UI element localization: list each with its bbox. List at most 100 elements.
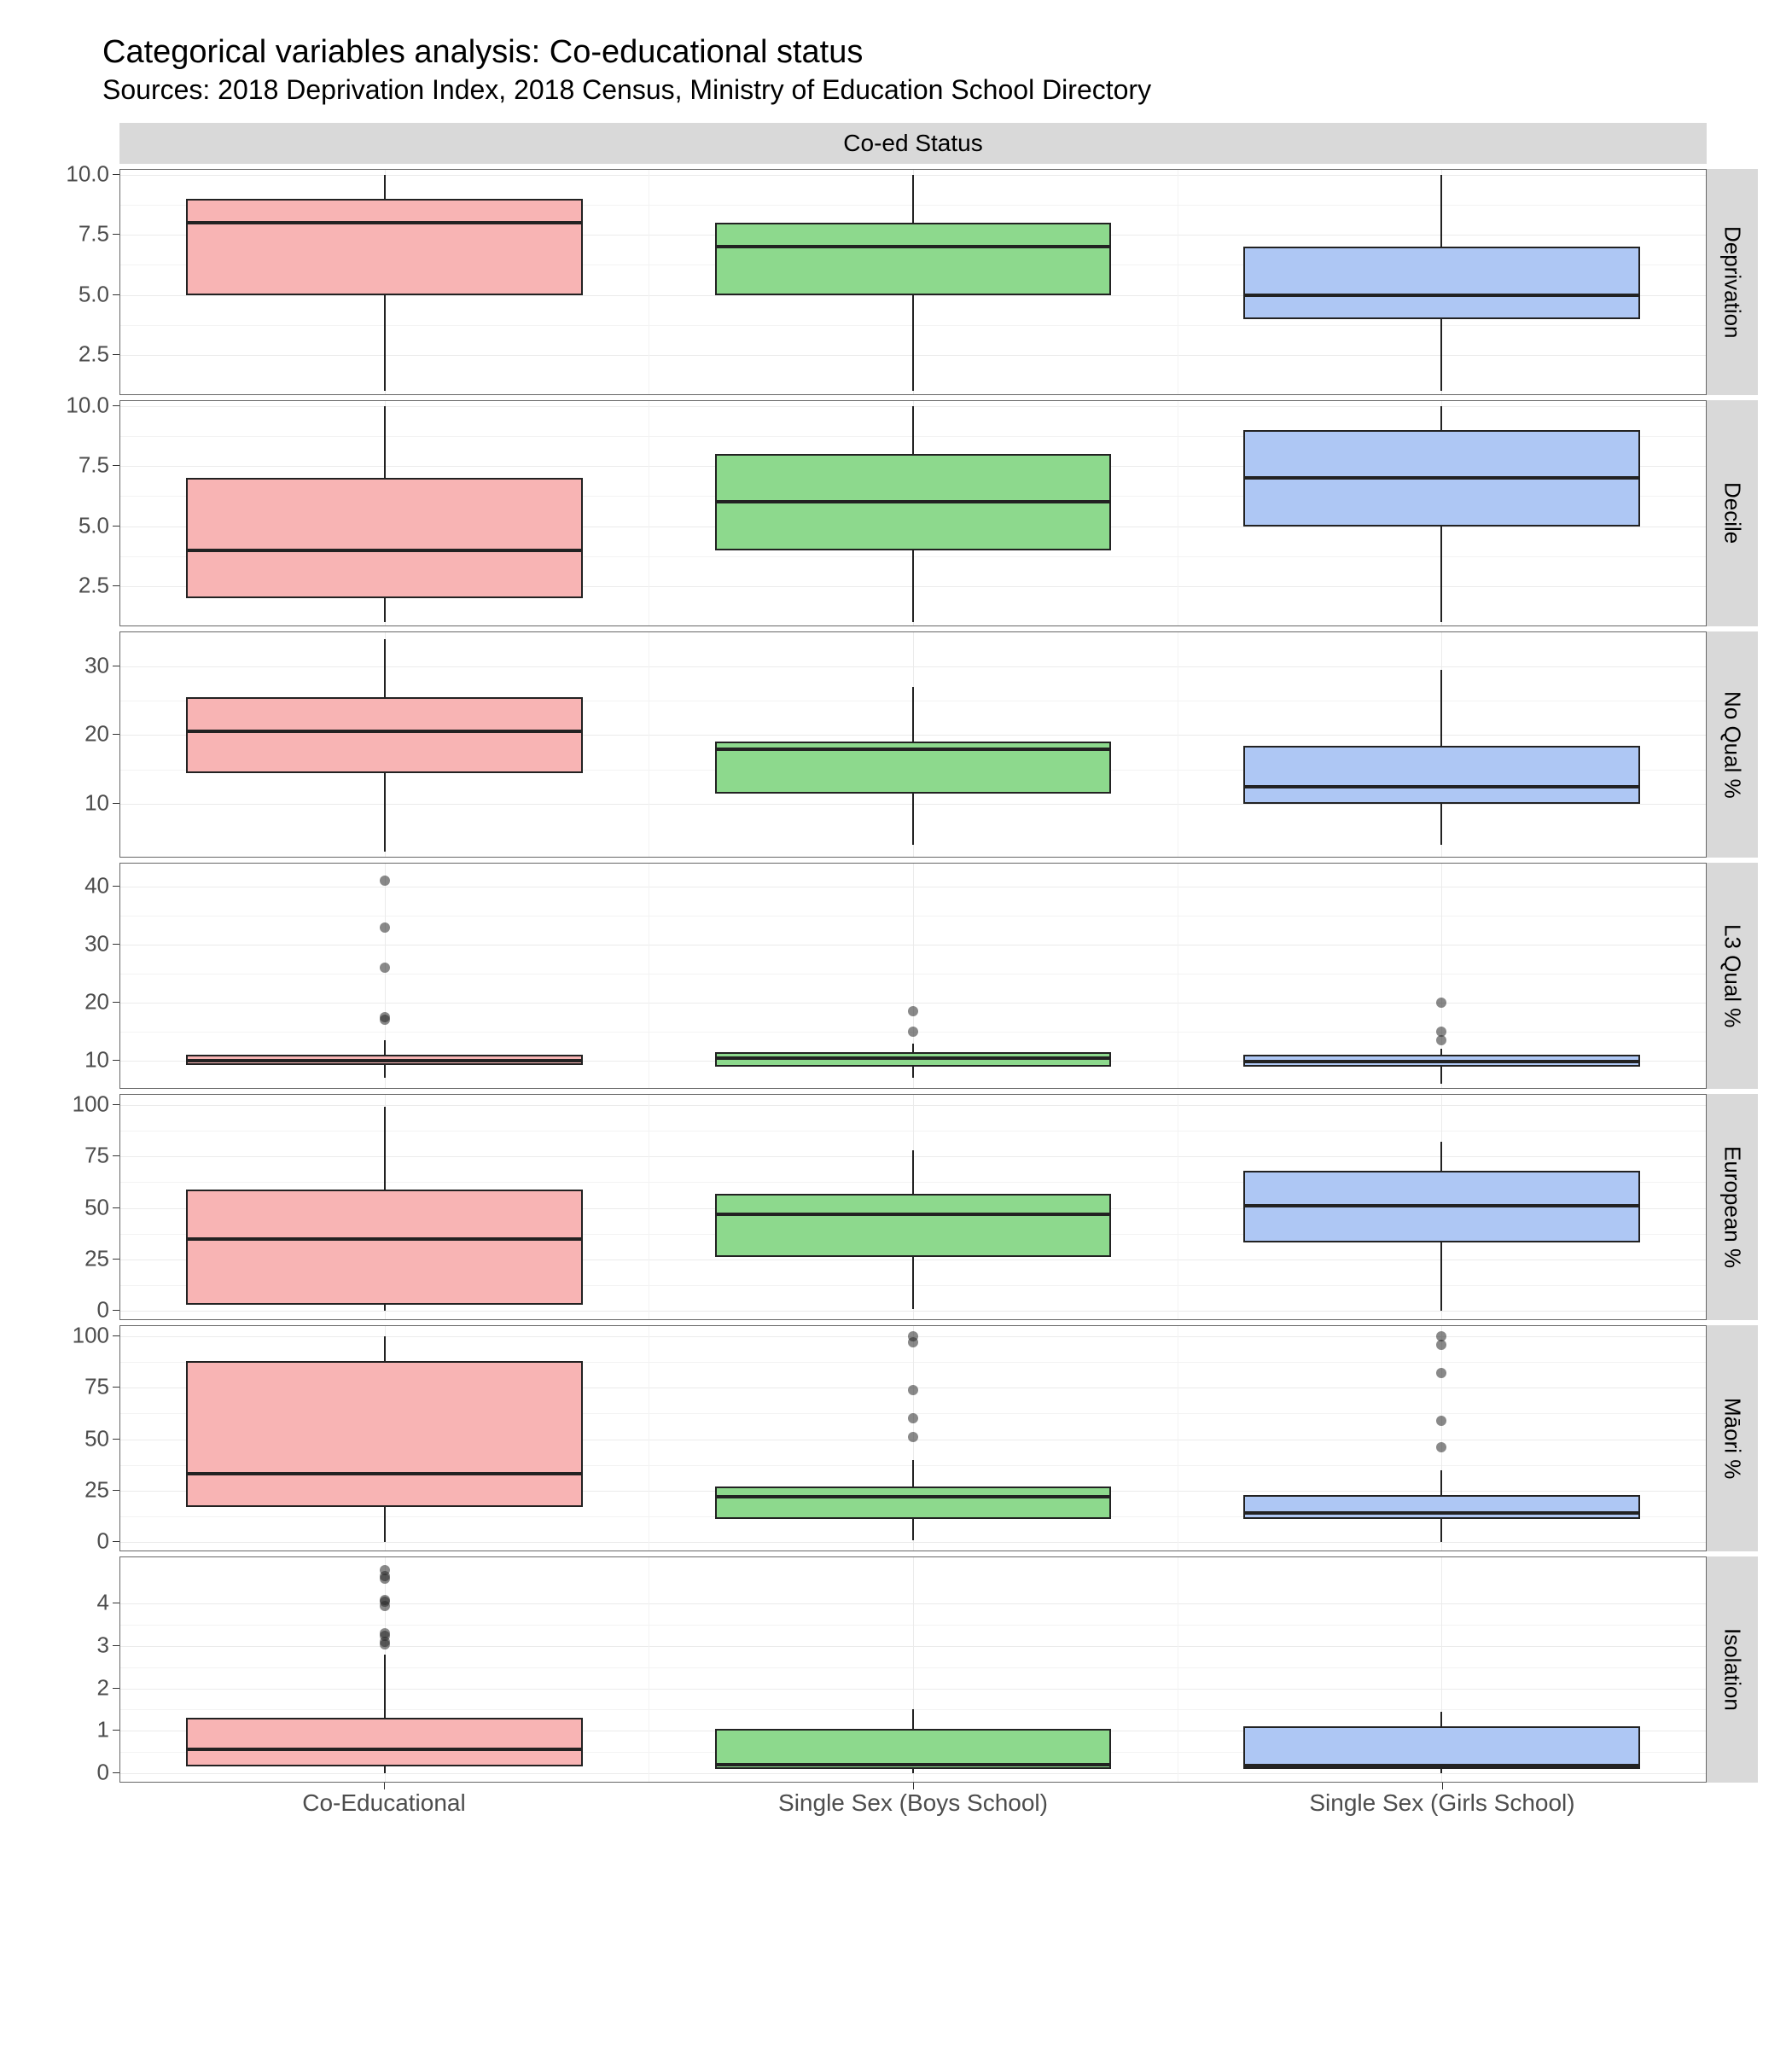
y-tick-label: 10.0 bbox=[66, 160, 109, 187]
y-tick-mark bbox=[113, 174, 119, 175]
box-rect bbox=[1243, 247, 1640, 319]
outlier-point bbox=[908, 1413, 918, 1423]
y-tick-mark bbox=[113, 944, 119, 945]
y-tick-label: 100 bbox=[73, 1091, 109, 1118]
facet-strip-label: No Qual % bbox=[1719, 691, 1746, 799]
facet-strip: European % bbox=[1707, 1094, 1758, 1320]
box-rect bbox=[1243, 1726, 1640, 1769]
y-tick-mark bbox=[113, 1002, 119, 1003]
y-tick-mark bbox=[113, 526, 119, 527]
facet-strip-label: Māori % bbox=[1719, 1398, 1746, 1479]
box-group bbox=[715, 1326, 1112, 1551]
y-tick-label: 20 bbox=[84, 989, 109, 1015]
outlier-point bbox=[380, 922, 390, 933]
facet-panel bbox=[119, 169, 1707, 395]
box-group bbox=[1243, 170, 1640, 394]
x-tick-mark bbox=[1442, 1783, 1443, 1789]
header-strip: Co-ed Status bbox=[119, 123, 1707, 164]
y-tick-mark bbox=[113, 1387, 119, 1388]
panel-row: 01234Isolation bbox=[34, 1556, 1758, 1783]
panel-row: 0255075100Māori % bbox=[34, 1325, 1758, 1551]
outlier-point bbox=[380, 1012, 390, 1022]
facet-strip-label: Deprivation bbox=[1719, 226, 1746, 339]
outlier-point bbox=[380, 1628, 390, 1638]
plot-area: Co-ed Status 2.5 5.0 7.5 10.0 Deprivation 2.5… bbox=[34, 123, 1758, 1817]
panel-row: 0255075100European % bbox=[34, 1094, 1758, 1320]
median-line bbox=[715, 245, 1112, 248]
y-tick-mark bbox=[113, 1259, 119, 1260]
box-group bbox=[186, 1095, 583, 1319]
box-rect bbox=[186, 1190, 583, 1305]
box-group bbox=[715, 1557, 1112, 1782]
y-axis: 01234 bbox=[34, 1556, 119, 1783]
y-tick-label: 50 bbox=[84, 1194, 109, 1220]
outlier-point bbox=[908, 1432, 918, 1442]
y-tick-mark bbox=[113, 1688, 119, 1689]
facet-strip-label: Decile bbox=[1719, 482, 1746, 544]
box-group bbox=[1243, 401, 1640, 625]
y-tick-mark bbox=[113, 803, 119, 804]
median-line bbox=[1243, 785, 1640, 788]
outlier-point bbox=[1436, 1331, 1446, 1341]
box-rect bbox=[715, 223, 1112, 295]
y-tick-mark bbox=[113, 465, 119, 466]
median-line bbox=[1243, 1060, 1640, 1063]
outlier-point bbox=[908, 1331, 918, 1341]
median-line bbox=[1243, 294, 1640, 297]
y-tick-label: 0 bbox=[97, 1296, 109, 1323]
outlier-point bbox=[1436, 1416, 1446, 1426]
y-tick-mark bbox=[113, 734, 119, 735]
box-group bbox=[186, 1326, 583, 1551]
outlier-point bbox=[908, 1006, 918, 1016]
chart-subtitle: Sources: 2018 Deprivation Index, 2018 Ce… bbox=[102, 74, 1758, 106]
y-tick-label: 0 bbox=[97, 1527, 109, 1554]
outlier-point bbox=[380, 876, 390, 886]
y-tick-label: 30 bbox=[84, 653, 109, 679]
y-tick-label: 10 bbox=[84, 789, 109, 816]
y-tick-label: 2.5 bbox=[79, 341, 109, 368]
box-group bbox=[1243, 1095, 1640, 1319]
facet-strip: Deprivation bbox=[1707, 169, 1758, 395]
y-tick-label: 5.0 bbox=[79, 281, 109, 307]
box-group bbox=[715, 864, 1112, 1088]
y-tick-label: 75 bbox=[84, 1143, 109, 1169]
y-tick-mark bbox=[113, 1772, 119, 1773]
box-rect bbox=[1243, 746, 1640, 804]
box-group bbox=[186, 401, 583, 625]
y-tick-label: 2 bbox=[97, 1674, 109, 1701]
outlier-point bbox=[380, 1595, 390, 1605]
facet-panel bbox=[119, 1556, 1707, 1783]
box-rect bbox=[186, 697, 583, 772]
y-axis: 10203040 bbox=[34, 863, 119, 1089]
outlier-point bbox=[1436, 1442, 1446, 1452]
y-tick-mark bbox=[113, 405, 119, 406]
facet-strip-label: European % bbox=[1719, 1146, 1746, 1268]
box-group bbox=[715, 1095, 1112, 1319]
facet-panel bbox=[119, 1094, 1707, 1320]
median-line bbox=[186, 1059, 583, 1062]
y-tick-mark bbox=[113, 234, 119, 235]
x-axis: Co-EducationalSingle Sex (Boys School)Si… bbox=[119, 1789, 1707, 1817]
y-tick-label: 30 bbox=[84, 931, 109, 957]
y-tick-label: 0 bbox=[97, 1759, 109, 1785]
facet-panel bbox=[119, 631, 1707, 858]
x-tick-label: Single Sex (Girls School) bbox=[1178, 1789, 1707, 1817]
y-axis: 2.55.07.510.0 bbox=[34, 169, 119, 395]
y-tick-mark bbox=[113, 1155, 119, 1156]
box-group bbox=[186, 864, 583, 1088]
outlier-point bbox=[380, 1565, 390, 1575]
y-tick-mark bbox=[113, 294, 119, 295]
outlier-point bbox=[1436, 1368, 1446, 1378]
box-group bbox=[715, 170, 1112, 394]
y-tick-mark bbox=[113, 1104, 119, 1105]
median-line bbox=[715, 748, 1112, 751]
y-tick-label: 50 bbox=[84, 1425, 109, 1452]
outlier-point bbox=[380, 963, 390, 973]
panel-row: 2.55.07.510.0Decile bbox=[34, 400, 1758, 626]
y-tick-label: 7.5 bbox=[79, 221, 109, 247]
y-tick-label: 25 bbox=[84, 1476, 109, 1503]
y-axis: 102030 bbox=[34, 631, 119, 858]
facet-panel bbox=[119, 1325, 1707, 1551]
y-tick-label: 5.0 bbox=[79, 512, 109, 538]
panel-row: 102030 No Qual % bbox=[34, 631, 1758, 858]
